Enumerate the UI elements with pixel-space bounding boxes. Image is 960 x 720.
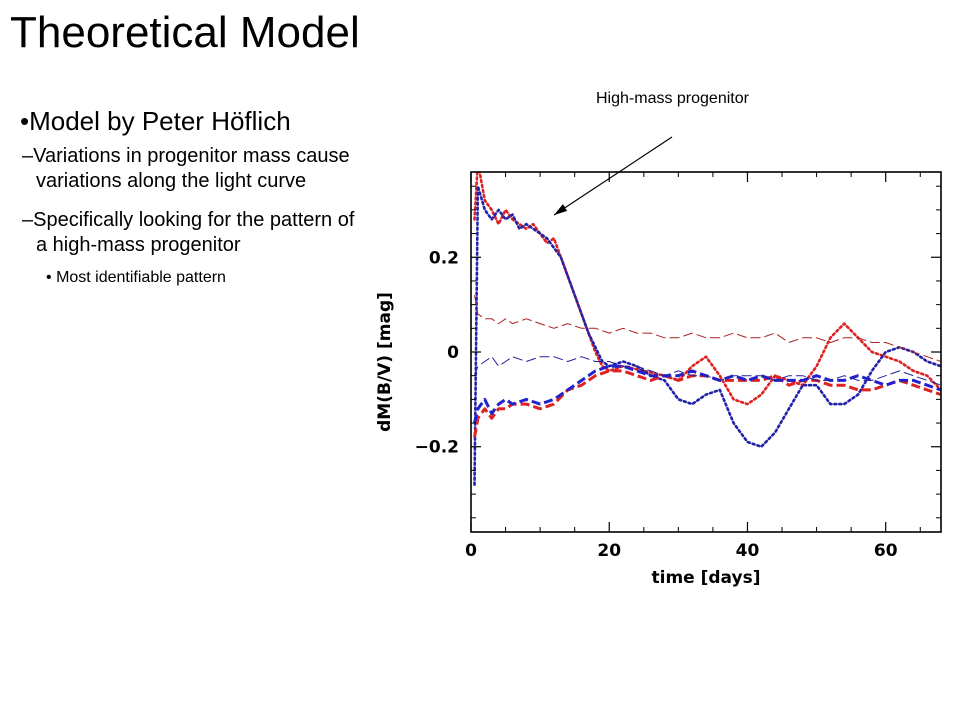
y-tick-label: 0	[447, 343, 459, 363]
series-line-5	[474, 295, 941, 362]
series-line-2	[473, 184, 941, 486]
x-axis-label: time [days]	[652, 568, 761, 588]
y-tick-label: −0.2	[415, 438, 459, 458]
sub-bullet-variations: –Variations in progenitor mass cause var…	[22, 145, 350, 192]
sub-sub-bullet-text: Most identifiable pattern	[56, 269, 226, 286]
series-layer	[473, 172, 941, 486]
series-line-4	[473, 364, 941, 424]
slide-title: Theoretical Model	[10, 8, 360, 57]
sub-sub-bullet: • Most identifiable pattern	[20, 268, 365, 288]
bullet-model-author: •Model by Peter Höflich	[20, 106, 291, 136]
sub-bullet-high-mass: –Specifically looking for the pattern of…	[22, 209, 355, 256]
x-tick-label: 0	[465, 541, 477, 561]
bullet-list: •Model by Peter Höflich –Variations in p…	[20, 104, 365, 288]
y-tick-label: 0.2	[429, 248, 459, 268]
tick-layer: 0 20 40 60 0.2 0 −0.2	[415, 172, 941, 561]
annotation-arrow	[553, 136, 673, 216]
x-tick-label: 60	[874, 541, 898, 561]
bullet-marker: •	[46, 269, 52, 286]
x-tick-label: 40	[736, 541, 760, 561]
series-line-1	[473, 172, 941, 406]
annotation-label: High-mass progenitor	[596, 90, 749, 107]
y-axis-label: dM(B/V) [mag]	[375, 292, 395, 432]
annotation-arrow-head	[554, 204, 567, 215]
x-tick-label: 20	[597, 541, 621, 561]
series-line-6	[474, 356, 941, 386]
